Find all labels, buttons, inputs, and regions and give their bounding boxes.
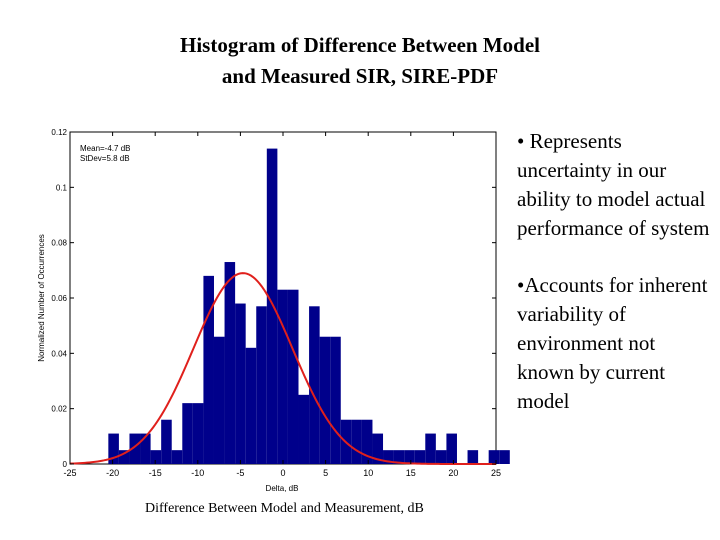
histogram-bar [467, 450, 479, 464]
histogram-bar [372, 433, 384, 464]
x-tick-label: 10 [363, 468, 373, 478]
histogram-bar [161, 419, 172, 464]
y-tick-label: 0.08 [51, 239, 67, 248]
y-axis-label: Normalized Number of Occurrences [37, 234, 46, 362]
y-tick-label: 0 [63, 460, 68, 469]
histogram-bar [351, 419, 362, 464]
histogram-bar [298, 394, 310, 464]
histogram-bar [330, 336, 341, 464]
histogram-bar [319, 336, 331, 464]
histogram-chart: -25 -20 -15 -10 -5 0 5 10 15 20 25 0 0.02 0.04 0.06 0.0… [37, 128, 510, 493]
histogram-bar [287, 289, 299, 464]
x-tick-label: -25 [63, 468, 76, 478]
histogram-bar [309, 306, 320, 464]
y-tick-label: 0.02 [51, 405, 67, 414]
histogram-bar [171, 450, 183, 464]
x-tick-label: 25 [491, 468, 501, 478]
histogram-bar [266, 148, 278, 464]
x-tick-label: 20 [448, 468, 458, 478]
stdev-annotation: StDev=5.8 dB [80, 154, 130, 163]
histogram-bar [224, 262, 236, 464]
x-tick-label: -20 [106, 468, 119, 478]
y-tick-label: 0.04 [51, 349, 67, 358]
bullet-2: •Accounts for inherent variability of en… [517, 273, 708, 413]
normal-fit-curve [69, 272, 496, 465]
histogram-bar [393, 450, 405, 464]
histogram-bar [414, 450, 426, 464]
histogram-bar [129, 433, 141, 464]
x-tick-label: 15 [406, 468, 416, 478]
slide-title-line-1: Histogram of Difference Between Model [180, 33, 540, 57]
histogram-bar [277, 289, 288, 464]
histogram-bar [499, 450, 510, 464]
y-tick-label: 0.1 [56, 183, 68, 192]
histogram-bar [446, 433, 457, 464]
histogram-bar [425, 433, 436, 464]
histogram-bar [108, 433, 119, 464]
x-tick-label: -5 [236, 468, 244, 478]
bullet-1: • Represents uncertainty in our ability … [517, 129, 710, 240]
histogram-bar [182, 403, 193, 464]
histogram-bar [245, 347, 257, 464]
bullet-list: • Represents uncertainty in our ability … [517, 127, 717, 416]
histogram-bar [118, 450, 130, 464]
histogram-bar [150, 450, 162, 464]
slide-title-line-2: and Measured SIR, SIRE-PDF [221, 64, 499, 88]
y-tick-label: 0.12 [51, 128, 67, 137]
x-axis-caption: Difference Between Model and Measurement… [145, 501, 424, 516]
y-tick-label: 0.06 [51, 294, 67, 303]
histogram-bar [140, 433, 151, 464]
histogram-bar [488, 450, 500, 464]
histogram-bar [192, 403, 204, 464]
slide-title: Histogram of Difference Between Model an… [0, 30, 720, 92]
histogram-bar [435, 450, 447, 464]
histogram-bar [383, 450, 394, 464]
mean-annotation: Mean=-4.7 dB [80, 144, 130, 153]
x-tick-label: -10 [191, 468, 204, 478]
histogram-bar [256, 306, 267, 464]
x-tick-label: 0 [280, 468, 285, 478]
histogram-bar [404, 450, 415, 464]
histogram-bar [203, 275, 214, 464]
histogram-bar [361, 419, 373, 464]
x-axis-label: Delta, dB [266, 484, 299, 493]
histogram-bar [235, 303, 246, 464]
histogram-bar [213, 336, 225, 464]
x-tick-label: 5 [323, 468, 328, 478]
x-tick-label: -15 [149, 468, 162, 478]
